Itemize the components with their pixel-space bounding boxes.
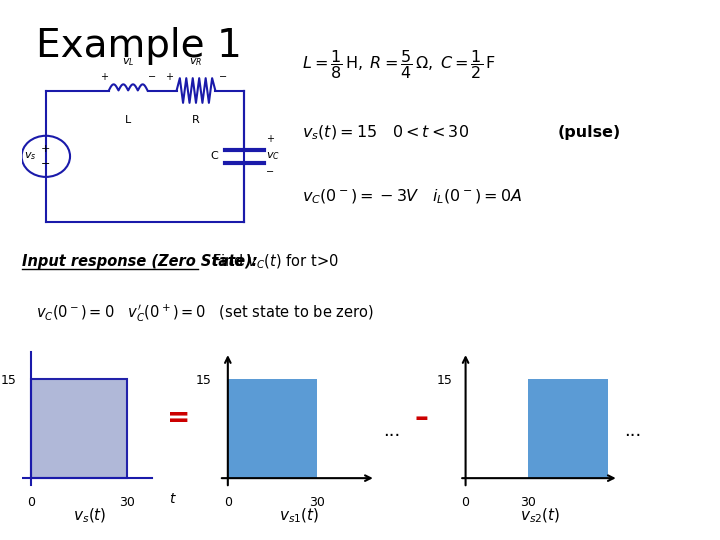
Text: +: + [100,72,108,82]
Text: $L = \dfrac{1}{8}\,\mathrm{H},\; R = \dfrac{5}{4}\,\Omega,\; C = \dfrac{1}{2}\,\: $L = \dfrac{1}{8}\,\mathrm{H},\; R = \df… [302,48,496,82]
Text: –: – [414,404,428,433]
Point [194,266,202,272]
Bar [228,379,317,478]
Text: $v_L$: $v_L$ [122,56,135,68]
Text: =: = [167,404,190,433]
Text: C: C [210,151,217,161]
Text: ...: ... [383,422,400,440]
Text: −: − [219,72,227,82]
Text: −: − [266,167,274,177]
Text: −: − [148,72,156,82]
Text: $t$: $t$ [169,492,177,506]
Text: L: L [125,115,131,125]
Text: $v_s(t) = 15\quad 0 < t < 30$: $v_s(t) = 15\quad 0 < t < 30$ [302,123,469,141]
Text: ...: ... [624,422,642,440]
Text: $v_C(0^-) = -3V\quad i_L(0^-) = 0A$: $v_C(0^-) = -3V\quad i_L(0^-) = 0A$ [302,188,523,206]
Text: R: R [192,115,200,125]
Bar [31,379,127,478]
Text: +: + [166,72,174,82]
Text: $v_{s1}(t)$: $v_{s1}(t)$ [279,507,319,525]
Text: Example 1: Example 1 [36,27,242,65]
Text: $v_C$: $v_C$ [266,151,280,162]
Text: $v_R$: $v_R$ [189,56,202,68]
Text: +: + [41,144,50,154]
Text: $v_s(t)$: $v_s(t)$ [73,507,107,525]
Text: +: + [266,134,274,144]
Text: $v_{s2}(t)$: $v_{s2}(t)$ [520,507,560,525]
Point [17,266,26,272]
Text: $v_C(0^-)=0\quad v_C^{\prime}(0^+)=0$   (set state to be zero): $v_C(0^-)=0\quad v_C^{\prime}(0^+)=0$ (s… [36,302,374,324]
Bar [528,379,608,478]
Text: (pulse): (pulse) [558,125,621,140]
Text: −: − [41,159,50,168]
Text: Input response (Zero State):: Input response (Zero State): [22,254,257,269]
Text: $v_s$: $v_s$ [24,151,37,162]
Text: Find $v_C(t)$ for t>0: Find $v_C(t)$ for t>0 [212,253,339,271]
